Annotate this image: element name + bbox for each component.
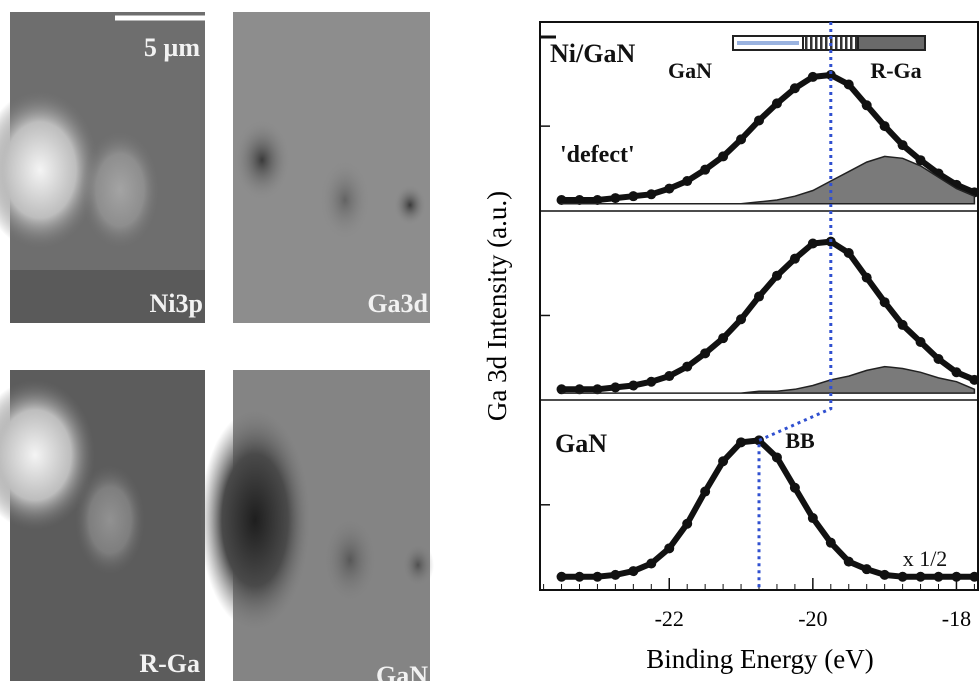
- data-point: [718, 151, 728, 161]
- data-point: [916, 572, 926, 582]
- data-point: [700, 348, 710, 358]
- data-point: [790, 483, 800, 493]
- data-point: [628, 566, 638, 576]
- data-point: [844, 248, 854, 258]
- data-point: [754, 115, 764, 125]
- data-point: [951, 572, 961, 582]
- annotation: Ni/GaN: [550, 39, 635, 68]
- data-point: [682, 176, 692, 186]
- data-point: [646, 558, 656, 568]
- data-point: [682, 362, 692, 372]
- data-point: [808, 513, 818, 523]
- data-point: [736, 134, 746, 144]
- data-point: [880, 297, 890, 307]
- data-point: [736, 437, 746, 447]
- data-point: [664, 184, 674, 194]
- data-point: [646, 377, 656, 387]
- data-point: [862, 564, 872, 574]
- data-point: [969, 572, 979, 582]
- data-point: [862, 100, 872, 110]
- data-point: [844, 557, 854, 567]
- annotation: x 1/2: [903, 546, 948, 571]
- data-point: [772, 452, 782, 462]
- data-point: [557, 572, 567, 582]
- micrograph: GaN: [200, 370, 434, 681]
- data-point: [898, 140, 908, 150]
- data-point: [969, 375, 979, 385]
- data-point: [826, 538, 836, 548]
- data-point: [880, 570, 890, 580]
- spectrum-line: [562, 242, 975, 390]
- data-point: [844, 79, 854, 89]
- figure: 5 µm Ni3p Ga3d R-Ga GaN Binding Energy (…: [0, 0, 979, 681]
- data-point: [610, 382, 620, 392]
- x-tick-label: -20: [798, 606, 827, 631]
- x-tick-label: -22: [655, 606, 684, 631]
- data-point: [790, 83, 800, 93]
- data-point: [808, 239, 818, 249]
- micrograph: Ga3d: [233, 12, 430, 323]
- data-point: [700, 165, 710, 175]
- annotation: 'defect': [560, 142, 635, 168]
- data-point: [934, 572, 944, 582]
- data-point: [664, 371, 674, 381]
- annotation: BB: [785, 428, 815, 453]
- data-point: [862, 273, 872, 283]
- data-point: [646, 189, 656, 199]
- micrograph: 5 µm Ni3p: [0, 12, 205, 323]
- data-point: [898, 572, 908, 582]
- image-label: Ga3d: [367, 289, 428, 318]
- data-point: [574, 572, 584, 582]
- data-point: [682, 519, 692, 529]
- x-axis-label: Binding Energy (eV): [646, 644, 873, 674]
- plot-frame: [540, 22, 978, 590]
- x-tick-label: -18: [942, 606, 971, 631]
- scale-bar-label: 5 µm: [144, 33, 200, 62]
- data-point: [772, 271, 782, 281]
- data-point: [916, 337, 926, 347]
- data-point: [664, 543, 674, 553]
- data-point: [628, 381, 638, 391]
- data-point: [610, 193, 620, 203]
- data-point: [754, 292, 764, 302]
- image-label: Ni3p: [150, 289, 203, 318]
- data-point: [880, 121, 890, 131]
- legend-bar: [733, 36, 925, 50]
- data-point: [898, 320, 908, 330]
- data-point: [736, 314, 746, 324]
- data-point: [592, 572, 602, 582]
- micrograph: R-Ga: [0, 370, 205, 681]
- data-point: [808, 72, 818, 82]
- data-point: [718, 456, 728, 466]
- annotation: GaN: [555, 429, 607, 458]
- data-point: [700, 487, 710, 497]
- data-point: [754, 435, 764, 445]
- data-point: [718, 333, 728, 343]
- annotation: R-Ga: [870, 58, 921, 83]
- annotation: GaN: [668, 58, 712, 83]
- image-label: R-Ga: [139, 649, 200, 678]
- data-point: [610, 570, 620, 580]
- data-point: [934, 354, 944, 364]
- y-axis-label: Ga 3d Intensity (a.u.): [482, 191, 512, 421]
- image-label: GaN: [376, 661, 428, 681]
- data-point: [628, 191, 638, 201]
- data-point: [772, 98, 782, 108]
- data-point: [790, 254, 800, 264]
- data-point: [951, 367, 961, 377]
